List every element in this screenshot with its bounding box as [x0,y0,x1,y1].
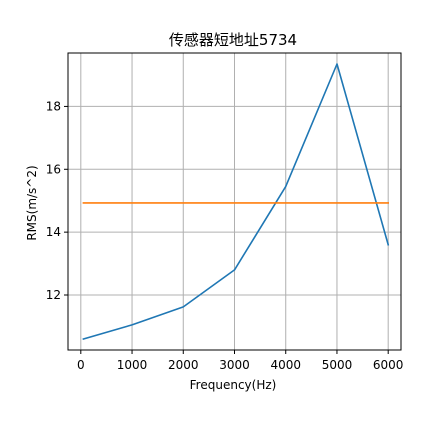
y-tick-label: 16 [46,162,61,176]
grid [68,53,401,350]
x-tick-label: 6000 [373,358,404,372]
series-lines [82,63,390,340]
x-tick-label: 3000 [219,358,250,372]
x-tick-label: 5000 [322,358,353,372]
y-tick-label: 12 [46,288,61,302]
x-axis-label: Frequency(Hz) [190,378,277,392]
y-ticks: 12 14 16 18 [46,99,68,302]
x-ticks: 0 1000 2000 3000 4000 5000 6000 [77,350,403,372]
y-tick-label: 18 [46,99,61,113]
chart-title: 传感器短地址5734 [169,31,297,49]
x-tick-label: 2000 [168,358,199,372]
x-tick-label: 0 [77,358,85,372]
x-tick-label: 1000 [117,358,148,372]
series-line-1 [82,63,390,340]
x-tick-label: 4000 [270,358,301,372]
y-axis-label: RMS(m/s^2) [25,165,39,240]
y-tick-label: 14 [46,225,61,239]
